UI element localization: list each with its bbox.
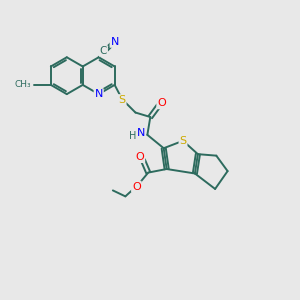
Text: CH₃: CH₃ xyxy=(15,80,31,89)
Text: O: O xyxy=(157,98,166,108)
Text: H: H xyxy=(129,131,136,141)
Text: C: C xyxy=(100,46,107,56)
Text: S: S xyxy=(179,136,187,146)
Text: S: S xyxy=(118,95,126,105)
Text: N: N xyxy=(136,128,145,138)
Text: N: N xyxy=(110,37,119,47)
Text: O: O xyxy=(132,182,141,192)
Text: O: O xyxy=(136,152,144,162)
Text: N: N xyxy=(94,89,103,99)
